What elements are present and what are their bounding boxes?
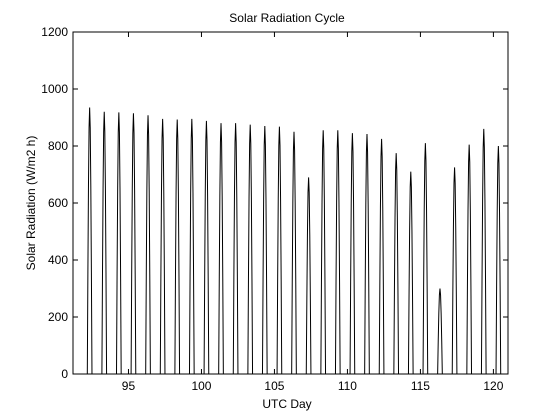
y-tick-label: 400 — [48, 253, 68, 267]
y-tick-label: 1200 — [41, 25, 68, 39]
x-tick-label: 95 — [122, 379, 136, 393]
series-line-0 — [73, 107, 508, 374]
chart-title: Solar Radiation Cycle — [229, 11, 345, 25]
y-axis-title: Solar Radiation (W/m2 h) — [24, 136, 38, 271]
x-tick-label: 100 — [191, 379, 211, 393]
x-axis-title: UTC Day — [262, 397, 311, 411]
y-tick-label: 200 — [48, 310, 68, 324]
y-tick-label: 600 — [48, 196, 68, 210]
x-tick-label: 110 — [338, 379, 357, 393]
x-tick-label: 105 — [264, 379, 284, 393]
x-tick-label: 120 — [483, 379, 503, 393]
plot-frame — [72, 31, 509, 375]
x-tick-label: 115 — [411, 379, 430, 393]
y-tick-label: 1000 — [41, 82, 68, 96]
y-tick-label: 0 — [61, 367, 68, 381]
y-tick-label: 800 — [48, 139, 68, 153]
